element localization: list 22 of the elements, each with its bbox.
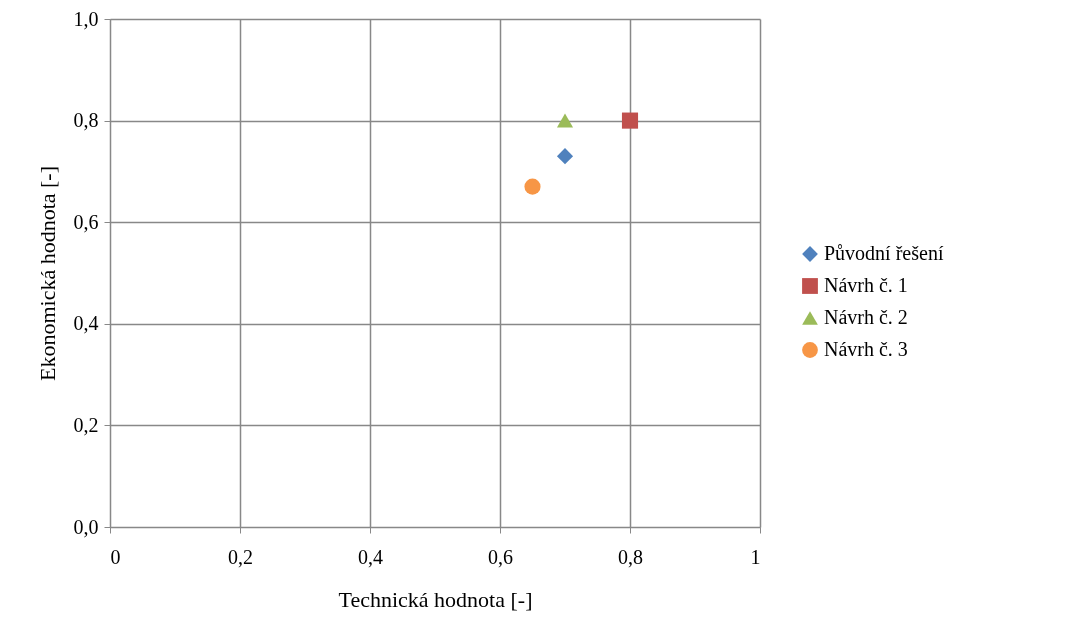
point [524,178,541,195]
y-axis-title: Ekonomická hodnota [-] [34,165,60,382]
x-tick-label: 0,4 [358,545,383,568]
legend-label: Návrh č. 3 [824,338,908,360]
legend-label: Návrh č. 2 [824,306,908,328]
point [556,113,574,128]
x-tick-label: 0 [110,545,121,568]
y-tick-label: 0,4 [73,312,99,335]
x-tick-label: 1 [750,545,761,568]
y-tick-label: 0,8 [73,109,99,132]
legend-label: Návrh č. 1 [824,274,908,296]
y-tick-label: 1,0 [73,7,99,30]
y-tick-label: 0,0 [73,515,99,538]
point [621,112,639,129]
y-tick-label: 0,2 [73,413,99,436]
x-tick-label: 0,8 [618,545,643,568]
y-tick-label: 0,6 [73,210,99,233]
x-tick-label: 0,2 [228,545,253,568]
x-tick-label: 0,6 [488,545,513,568]
x-axis-title: Technická hodnota [-] [338,586,533,612]
legend-label: Původní řešení [824,242,944,264]
point [556,148,574,165]
